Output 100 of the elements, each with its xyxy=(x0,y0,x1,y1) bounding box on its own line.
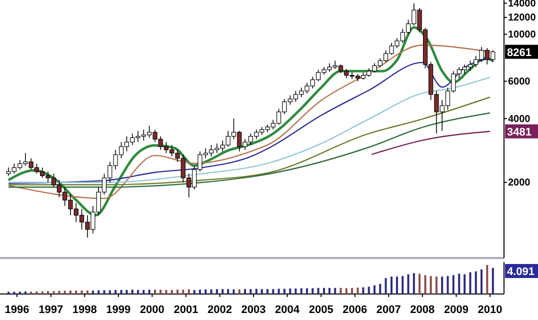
bar xyxy=(374,285,376,294)
bar xyxy=(452,275,454,294)
bar xyxy=(210,289,212,294)
bar xyxy=(402,276,404,294)
bar xyxy=(334,288,336,294)
bar xyxy=(216,289,218,294)
x-tick-label: 2002 xyxy=(208,304,232,316)
bar xyxy=(142,290,145,294)
bar xyxy=(103,290,106,294)
x-tick-label: 2010 xyxy=(478,304,502,316)
bar xyxy=(176,290,178,294)
bar xyxy=(198,290,201,294)
bar xyxy=(154,290,156,294)
bar xyxy=(418,274,421,294)
bar xyxy=(328,288,330,294)
bar xyxy=(108,290,111,294)
bar xyxy=(351,288,354,294)
bar xyxy=(131,290,134,294)
bar xyxy=(278,288,280,294)
bar xyxy=(193,290,196,294)
x-tick-label: 2008 xyxy=(410,304,435,316)
bar xyxy=(317,288,320,294)
bar xyxy=(424,275,426,294)
bar xyxy=(356,288,359,294)
bar xyxy=(396,276,398,294)
bar xyxy=(362,287,364,294)
x-tick-label: 2000 xyxy=(140,304,164,316)
bar xyxy=(266,289,268,294)
bar xyxy=(323,288,326,294)
bar xyxy=(464,274,466,294)
x-tick-label: 2004 xyxy=(275,304,300,316)
bar xyxy=(412,273,415,294)
bar xyxy=(170,290,173,294)
x-tick-label: 1999 xyxy=(106,304,131,316)
bar xyxy=(238,289,240,294)
bar xyxy=(289,288,292,294)
annotation: 8261 xyxy=(507,46,532,59)
bar xyxy=(458,274,460,294)
bar xyxy=(80,290,83,294)
bar xyxy=(294,288,297,294)
annotation: 3481 xyxy=(507,126,532,138)
bar xyxy=(182,290,184,294)
y-tick-label: 4000 xyxy=(508,114,531,125)
bar xyxy=(204,289,207,294)
bar xyxy=(92,290,94,294)
bar xyxy=(379,284,382,294)
bar xyxy=(114,290,117,294)
bar xyxy=(441,276,444,294)
bar xyxy=(407,274,410,294)
bar xyxy=(260,289,263,294)
bar xyxy=(24,291,26,294)
bar xyxy=(120,290,122,294)
bar xyxy=(188,289,190,294)
y-tick-label: 6000 xyxy=(508,76,531,88)
bar xyxy=(283,288,286,294)
bar xyxy=(41,291,44,294)
bar xyxy=(368,286,370,294)
bar xyxy=(137,290,139,294)
bar xyxy=(435,276,438,294)
bar xyxy=(75,290,78,294)
x-tick-label: 2005 xyxy=(308,304,334,316)
bar xyxy=(222,289,224,294)
bar xyxy=(36,291,38,294)
y-tick-label: 2000 xyxy=(508,178,531,189)
bar xyxy=(148,290,150,294)
bar xyxy=(474,271,477,294)
x-tick-label: 1997 xyxy=(38,304,64,316)
bar xyxy=(480,269,483,294)
bar xyxy=(64,290,66,294)
bar xyxy=(86,290,88,294)
bar xyxy=(160,290,162,294)
bar xyxy=(446,276,449,294)
bar xyxy=(492,268,494,294)
bar xyxy=(345,288,348,294)
x-tick-label: 2001 xyxy=(174,304,198,316)
bar xyxy=(340,288,342,294)
x-tick-label: 2006 xyxy=(342,304,368,316)
y-tick-label: 10000 xyxy=(508,29,536,40)
x-tick-label: 1998 xyxy=(72,304,97,316)
bar xyxy=(390,276,393,294)
bar xyxy=(300,288,302,294)
bar xyxy=(312,288,314,294)
x-tick-label: 2003 xyxy=(241,304,266,316)
bar xyxy=(306,288,308,294)
bar xyxy=(272,289,274,294)
bar xyxy=(52,291,55,294)
bar xyxy=(430,276,432,294)
text: 4.091 xyxy=(507,266,535,278)
bar xyxy=(165,290,168,294)
x-tick-label: 1996 xyxy=(4,304,30,316)
bar xyxy=(486,265,488,294)
bar xyxy=(126,290,128,294)
bar xyxy=(69,290,72,294)
bar xyxy=(58,290,60,294)
bar xyxy=(98,290,100,294)
bar xyxy=(384,278,387,294)
bar xyxy=(250,289,252,294)
bar xyxy=(469,272,472,294)
bar xyxy=(232,289,235,294)
bar xyxy=(227,289,230,294)
